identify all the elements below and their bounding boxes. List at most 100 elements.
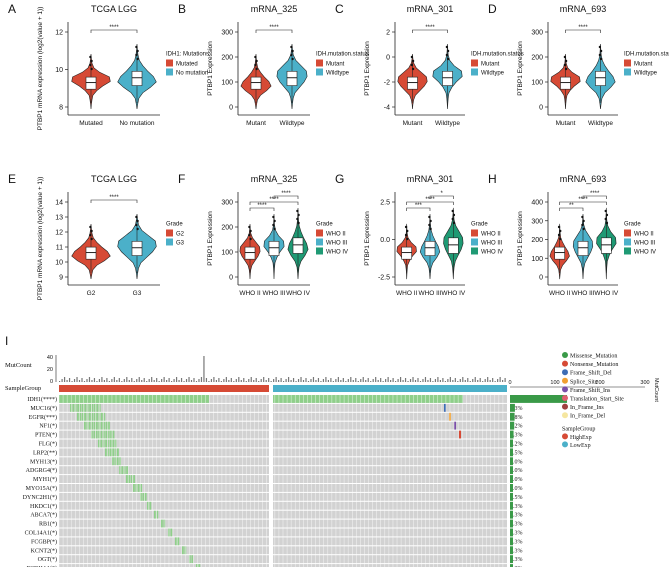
mutcount-bar bbox=[472, 379, 474, 382]
mutcount-bar bbox=[494, 381, 496, 382]
grid-row-high bbox=[59, 510, 269, 519]
significance-bracket bbox=[412, 29, 448, 33]
y-tick-label: 12 bbox=[55, 30, 63, 37]
grid-row-low bbox=[273, 421, 507, 430]
mutcount-bar bbox=[163, 377, 165, 382]
mutcount-bar bbox=[278, 380, 280, 382]
legend-dot bbox=[562, 395, 568, 401]
panel-title: mRNA_325 bbox=[251, 174, 298, 184]
mutcount-bar bbox=[459, 379, 461, 382]
group-legend-label: HighExp bbox=[570, 435, 592, 441]
mutcount-bar bbox=[273, 379, 275, 382]
mutation-cell bbox=[459, 430, 461, 439]
mutation-cell bbox=[77, 403, 79, 412]
outlier-point bbox=[557, 233, 561, 237]
x-tick-label: G2 bbox=[87, 290, 96, 297]
legend-swatch bbox=[316, 247, 323, 255]
mutcount-bar bbox=[103, 380, 105, 382]
mutcount-bar bbox=[190, 380, 193, 382]
outlier-point bbox=[297, 213, 300, 217]
outlier-point bbox=[429, 227, 432, 231]
mutation-cell bbox=[98, 439, 100, 448]
mutation-cell bbox=[133, 475, 135, 483]
legend-dot bbox=[562, 360, 568, 367]
outlier-point bbox=[599, 49, 603, 53]
mutcount-label: MutCount bbox=[5, 362, 32, 369]
legend-dot bbox=[562, 403, 568, 410]
grid-row-low bbox=[273, 448, 507, 457]
box bbox=[85, 76, 97, 90]
gene-percent: 6.2% bbox=[510, 424, 523, 430]
mutation-cell bbox=[107, 448, 110, 457]
box bbox=[595, 71, 606, 86]
mutcount-bar bbox=[290, 380, 292, 382]
outlier-point bbox=[446, 49, 450, 53]
mutcount-bar bbox=[250, 377, 252, 382]
mutation-cell bbox=[105, 421, 108, 430]
mutcount-bar bbox=[300, 377, 302, 382]
mutation-cell bbox=[112, 448, 114, 457]
box bbox=[601, 237, 612, 254]
gene-percent: 2.0% bbox=[510, 459, 523, 465]
x-tick-label: Wildtype bbox=[588, 120, 613, 127]
gene-label: MYH13(*) bbox=[30, 458, 57, 465]
significance-label: **** bbox=[578, 197, 588, 203]
mutcount-bar bbox=[372, 379, 374, 382]
gene-label: FLG(*) bbox=[39, 441, 57, 448]
mutcount-bar bbox=[230, 378, 232, 382]
mutation-legend-label: Frame_Shift_Ins bbox=[570, 387, 611, 394]
x-tick-label: No mutation bbox=[119, 120, 154, 127]
y-tick-label: 200 bbox=[531, 237, 543, 244]
x-tick-label: WHO III bbox=[262, 290, 285, 297]
y-tick-label: 100 bbox=[531, 256, 543, 263]
mutcount-bar bbox=[81, 378, 83, 382]
mutation-cell bbox=[93, 421, 96, 430]
mutcount-bar bbox=[402, 380, 404, 382]
grid-row-high bbox=[59, 546, 269, 555]
mutcount-bar bbox=[404, 378, 407, 382]
mutation-cell bbox=[98, 430, 100, 439]
gene-percent: 6.8% bbox=[510, 415, 523, 421]
y-tick-label: 300 bbox=[221, 30, 233, 37]
grid-row-high bbox=[59, 555, 269, 564]
legend-swatch bbox=[166, 238, 173, 246]
mutation-cell bbox=[140, 492, 142, 501]
grid-row-high bbox=[59, 412, 269, 421]
gene-label: PTEN(*) bbox=[35, 432, 57, 439]
mutation-cell bbox=[454, 421, 456, 430]
panel-title: mRNA_693 bbox=[560, 4, 607, 14]
outlier-point bbox=[559, 229, 562, 233]
mutation-cell bbox=[86, 421, 89, 430]
y-axis-label: PTBP1 mRNA expression (log2(value + 1)) bbox=[37, 177, 44, 301]
gene-label: NF1(*) bbox=[39, 423, 57, 430]
mutation-cell bbox=[91, 430, 93, 439]
mutcount-bar bbox=[76, 377, 78, 382]
significance-label: **** bbox=[425, 25, 435, 31]
outlier-point bbox=[136, 219, 139, 223]
outlier-point bbox=[429, 219, 432, 223]
mutcount-bar bbox=[442, 378, 444, 382]
mutcount-bar bbox=[183, 381, 185, 382]
outlier-point bbox=[136, 57, 139, 61]
legend-title: IDH1: Mutations bbox=[166, 51, 209, 57]
mutcount-bar bbox=[166, 380, 168, 382]
legend-label: G3 bbox=[176, 240, 185, 246]
outlier-point bbox=[255, 59, 258, 63]
y-tick-label: 0 bbox=[539, 275, 543, 282]
grid-row-low bbox=[273, 457, 507, 466]
outlier-point bbox=[564, 59, 568, 63]
sidebar-tick: 300 bbox=[640, 380, 649, 386]
legend-label: WHO II bbox=[326, 231, 346, 237]
gene-label: MUC16(*) bbox=[30, 405, 57, 412]
mutation-legend-label: Frame_Shift_Del bbox=[570, 370, 612, 377]
legend-swatch bbox=[624, 59, 631, 67]
mutcount-bar bbox=[161, 379, 163, 382]
significance-label: *** bbox=[415, 203, 423, 209]
outlier-point bbox=[428, 215, 431, 219]
y-tick-label: 100 bbox=[531, 80, 543, 87]
panel-title: mRNA_301 bbox=[407, 4, 454, 14]
significance-bracket bbox=[559, 207, 584, 211]
x-tick-label: Mutated bbox=[79, 120, 103, 127]
mutcount-bar bbox=[133, 381, 135, 382]
